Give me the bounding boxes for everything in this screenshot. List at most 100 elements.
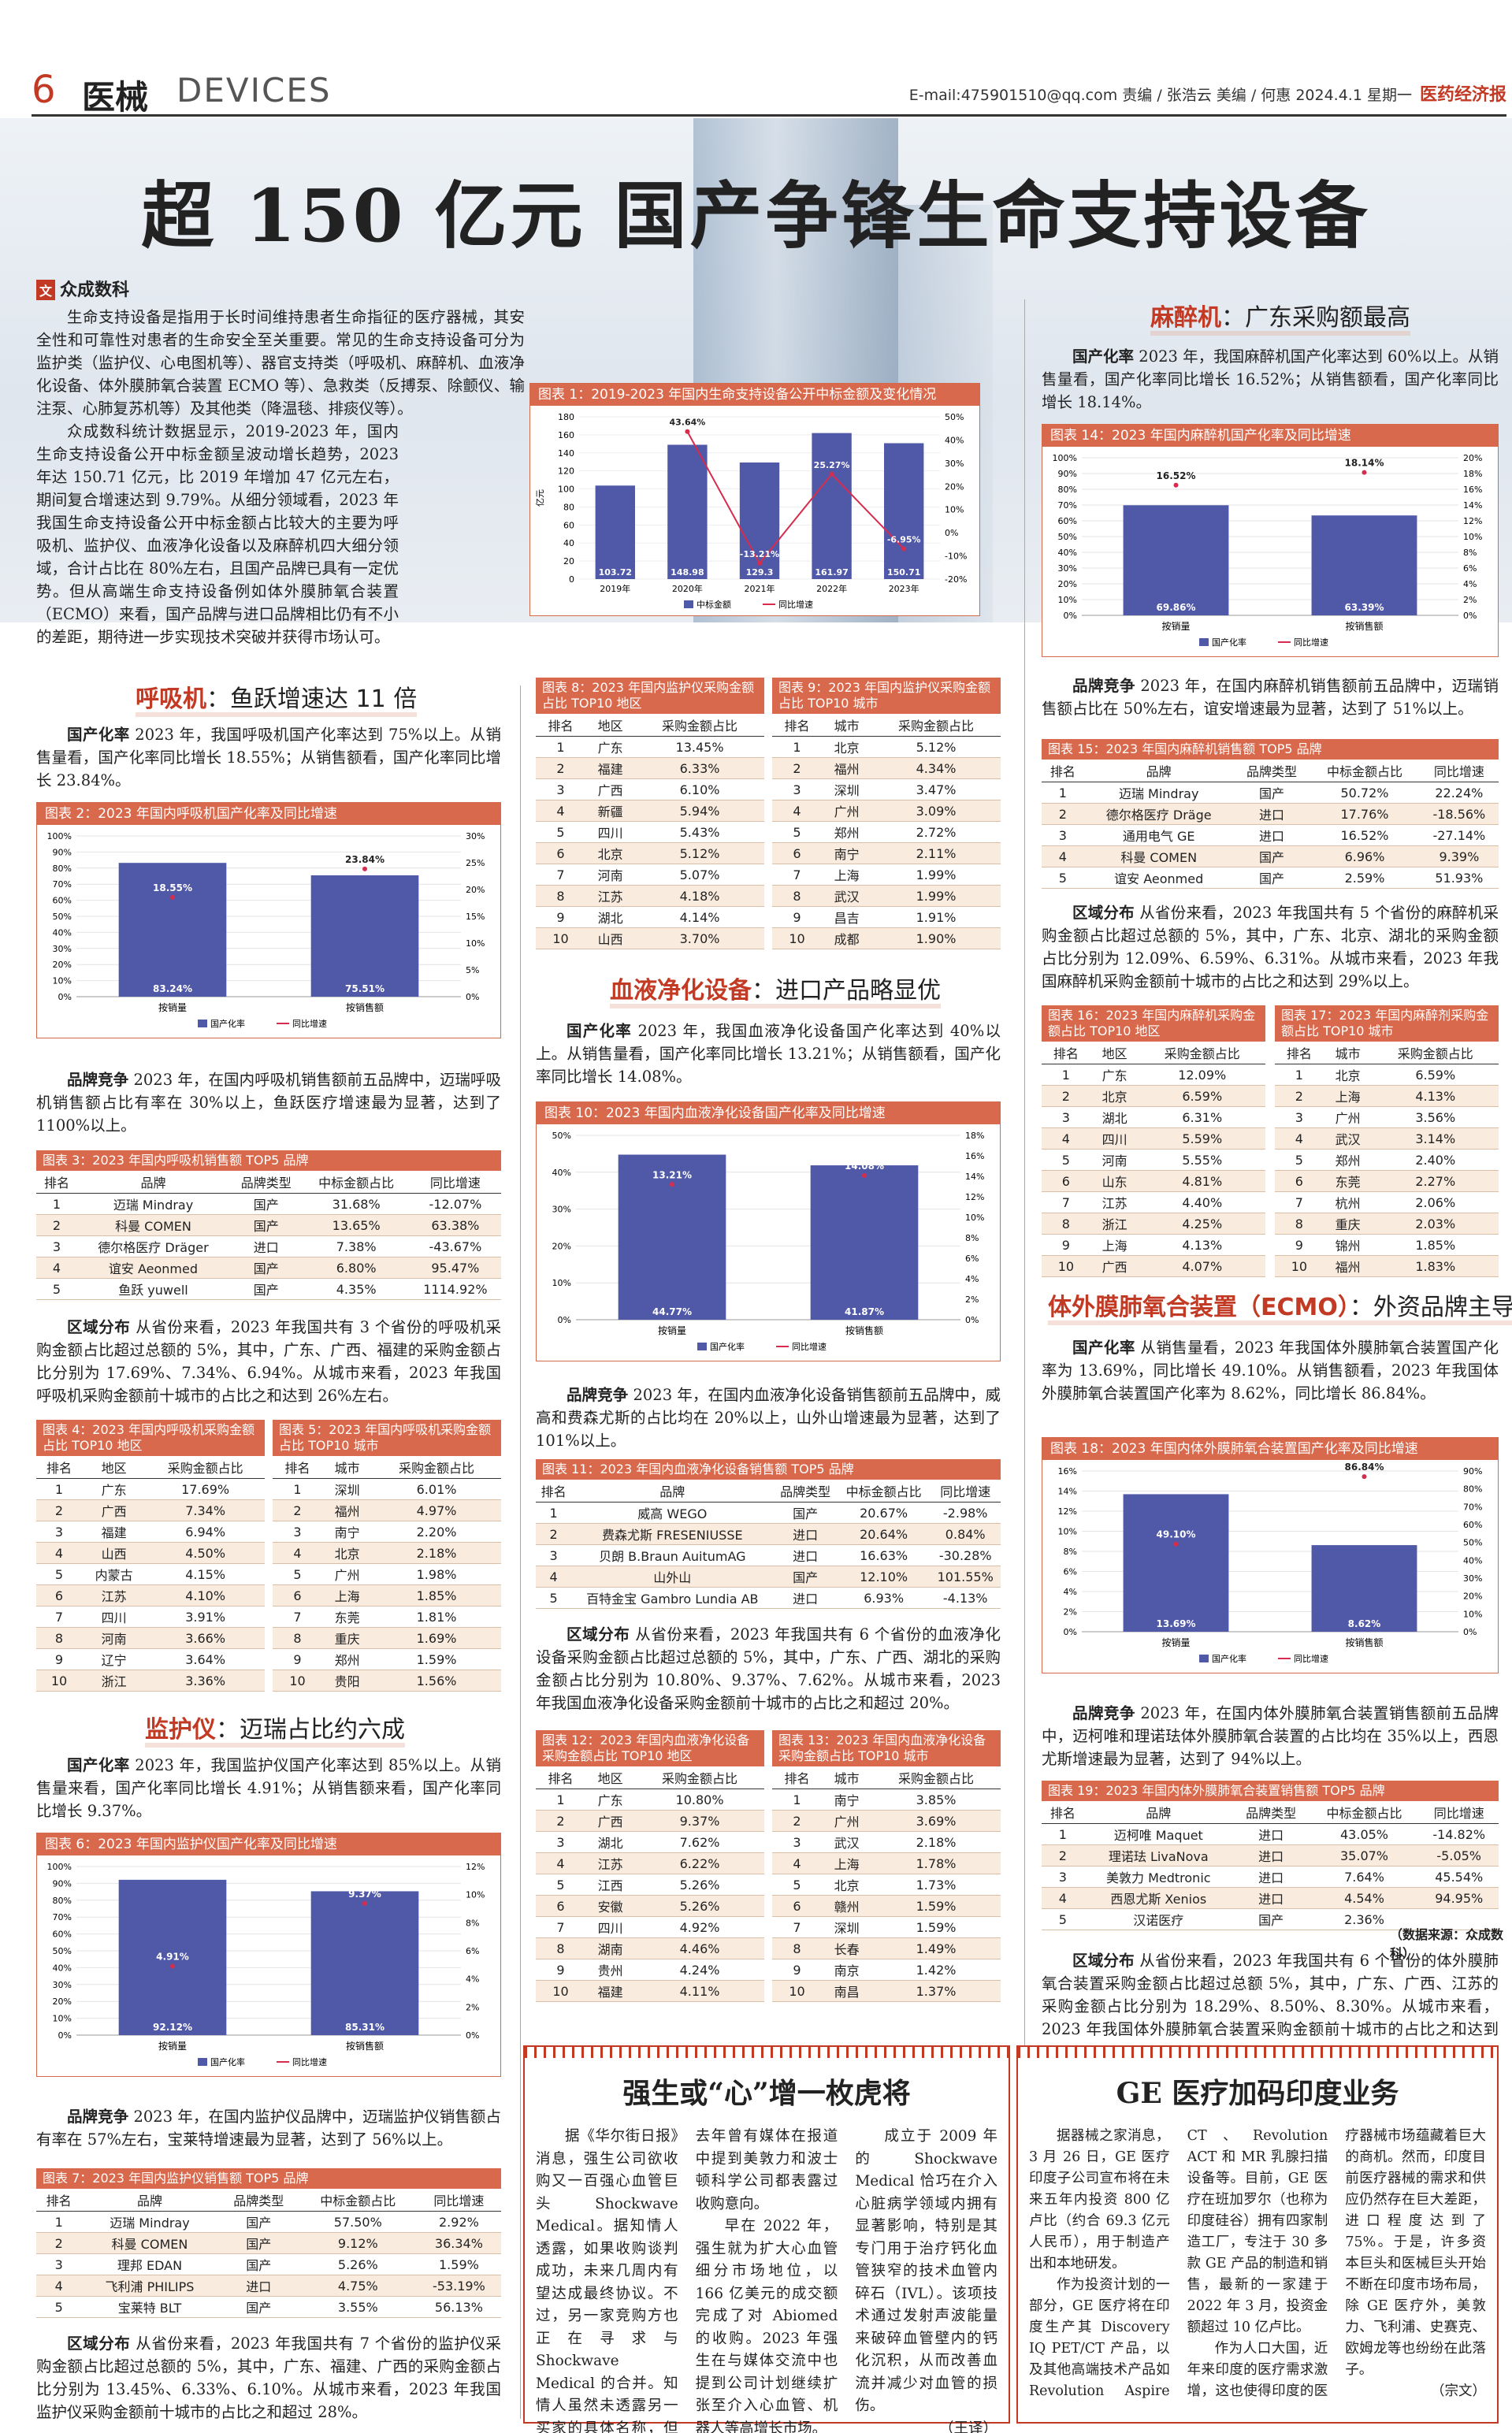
ecmo-p2: 品牌竞争 2023 年，在国内体外膜肺氧合装置销售额前五品牌中，迈柯唯和理诺珐体… xyxy=(1042,1702,1499,1770)
y2-tick-label: 4% xyxy=(1463,579,1477,589)
y2-tick-label: 60% xyxy=(1463,1520,1482,1530)
table-header-cell: 中标金额占比 xyxy=(1310,760,1420,782)
table-cell: 汉诺医疗 xyxy=(1133,1913,1184,1928)
growth-point xyxy=(1173,482,1179,488)
chart-2-svg: 0% 10% 20% 30% 40% 50% 60% 70% 80% 90% 100% 0% 5% 10%… xyxy=(47,831,485,1029)
table-row: 1 迈瑞 Mindray 国产 50.72% 22.24% xyxy=(1042,782,1499,804)
bar-value-label: 150.71 xyxy=(887,567,920,578)
y-tick-label: 100% xyxy=(47,1862,72,1872)
anes-p3: 区域分布 从省份来看，2023 年我国共有 5 个省份的麻醉机采购金额占比超过总… xyxy=(1042,901,1499,993)
anes-heading-sub: ：广东采购额最高 xyxy=(1221,304,1410,332)
table-cell: 理邦 EDAN xyxy=(117,2258,183,2273)
x-tick-label: 2022年 xyxy=(816,583,847,594)
blood-p1-lead: 国产化率 xyxy=(567,1022,632,1040)
table-cell: 7.34% xyxy=(185,1503,226,1518)
table-row: 1 广东 10.80% xyxy=(536,1789,764,1811)
legend-swatch-bar xyxy=(684,600,693,608)
table-cell: 8 xyxy=(293,1630,302,1646)
table-header-cell: 排名 xyxy=(36,1456,82,1479)
table-row: 2 上海 4.13% xyxy=(1275,1085,1499,1107)
table-header-cell: 排名 xyxy=(536,714,586,737)
ecmo-p3-lead: 区域分布 xyxy=(1072,1952,1135,1970)
x-tick-label: 按销售额 xyxy=(1345,1636,1383,1648)
table-cell: 3.36% xyxy=(185,1673,226,1688)
bar-value-label: 69.86% xyxy=(1157,602,1196,613)
y2-tick-label: 70% xyxy=(1463,1502,1482,1512)
table-header-cell: 品牌 xyxy=(1083,760,1234,782)
news-1-title: 强生或“心”增一枚虎将 xyxy=(622,2077,911,2110)
table-cell: 1.85% xyxy=(1415,1237,1456,1253)
table-cell: 郑州 xyxy=(834,826,860,841)
table-cell: 9.37% xyxy=(679,1813,720,1829)
table-header-cell: 采购金额占比 xyxy=(372,1456,501,1479)
table-row: 2 广州 3.69% xyxy=(772,1810,1001,1832)
news-box-ge: GE 医疗加码印度业务 据器械之家消息，3 月 26 日，GE 医疗印度子公司宣… xyxy=(1016,2045,1499,2424)
table-row: 9 昌吉 1.91% xyxy=(772,907,1001,928)
table-cell: 13.45% xyxy=(675,739,724,755)
x-tick-label: 2021年 xyxy=(745,583,775,594)
growth-point xyxy=(1173,1541,1179,1547)
table-cell: 赣州 xyxy=(834,1900,860,1915)
anes-p2: 品牌竞争 2023 年，在国内麻醉机销售额前五品牌中，迈瑞销售额占比在 50%左… xyxy=(1042,674,1499,720)
y-tick-label: 20% xyxy=(1058,579,1077,589)
table-row: 7 上海 1.99% xyxy=(772,864,1001,886)
table-cell: 北京 xyxy=(1335,1068,1361,1083)
table-cell: 57.50% xyxy=(333,2214,382,2230)
blood-heading-sub: ：进口产品略显优 xyxy=(752,977,941,1005)
y2-tick-label: 12% xyxy=(466,1862,485,1872)
table-cell: -27.14% xyxy=(1432,827,1486,843)
table-cell: 上海 xyxy=(1335,1090,1361,1105)
table-cell: 2 xyxy=(54,2235,63,2251)
table-cell: -43.67% xyxy=(429,1239,482,1254)
growth-point xyxy=(901,546,907,552)
table-row: 8 重庆 1.69% xyxy=(273,1627,501,1649)
y-tick-label: 0% xyxy=(58,2030,72,2041)
table-cell: 35.07% xyxy=(1340,1848,1389,1863)
table-cell: 百特金宝 Gambro Lundia AB xyxy=(586,1592,759,1607)
table-cell: 0.84% xyxy=(945,1526,986,1542)
table-row: 4 西恩尤斯 Xenios 进口 4.54% 94.95% xyxy=(1042,1887,1499,1909)
table-cell: 广东 xyxy=(597,1793,623,1808)
table-header-cell: 中标金额占比 xyxy=(1309,1801,1420,1824)
table-cell: 科曼 COMEN xyxy=(115,1219,191,1234)
table-cell: 南京 xyxy=(834,1963,860,1978)
y-tick-label: 60% xyxy=(1058,516,1077,526)
growth-point xyxy=(1362,1474,1367,1480)
y-tick-label: 0 xyxy=(569,574,574,585)
table-cell: 3 xyxy=(556,782,565,797)
anes-p1-body: 2023 年，我国麻醉机国产化率达到 60%以上。从销售量看，国产化率同比增长 … xyxy=(1042,347,1499,411)
bar-value-label: 63.39% xyxy=(1345,602,1384,613)
legend-swatch-bar xyxy=(198,2058,207,2066)
news-2-body: 据器械之家消息，3 月 26 日，GE 医疗印度子公司宣布将在未来五年内投资 8… xyxy=(1029,2126,1486,2402)
y-tick-label: 80% xyxy=(1058,485,1077,495)
table-header-cell: 采购金额占比 xyxy=(871,1766,1001,1789)
resp-p2-lead: 品牌竞争 xyxy=(67,1071,129,1089)
table-cell: 6.93% xyxy=(864,1590,905,1606)
mon-heading: 监护仪：迈瑞占比约六成 xyxy=(145,1710,405,1748)
table-row: 6 江苏 4.10% xyxy=(36,1584,265,1607)
y-tick-label: 0% xyxy=(558,1315,571,1325)
table-row: 2 福建 6.33% xyxy=(536,757,764,779)
table-cell: 4.50% xyxy=(185,1545,226,1561)
table-cell: 4.13% xyxy=(1182,1237,1223,1253)
table-cell: 2 xyxy=(549,1526,558,1542)
table-cell: 江西 xyxy=(597,1878,623,1893)
table-cell: 谊安 Aeonmed xyxy=(108,1261,199,1276)
table-cell: 2.20% xyxy=(416,1524,457,1540)
table-cell: 43.05% xyxy=(1340,1826,1389,1842)
table-cell: 广州 xyxy=(834,804,860,819)
table-cell: 6.96% xyxy=(1344,849,1385,864)
table-row: 6 安徽 5.26% xyxy=(536,1895,764,1917)
y-tick-label: 10% xyxy=(53,2014,72,2024)
table-header-cell: 采购金额占比 xyxy=(871,714,1001,737)
main-headline: 超 150 亿元 国产争锋生命支持设备 xyxy=(141,173,1371,258)
blood-p3-body: 从省份来看，2023 年我国共有 6 个省份的血液净化设备采购金额占比超过总额的… xyxy=(536,1625,1001,1712)
growth-value-label: -13.21% xyxy=(740,549,779,559)
table-row: 4 山西 4.50% xyxy=(36,1542,265,1564)
table-cell: 4.46% xyxy=(679,1941,720,1956)
growth-line xyxy=(686,431,905,565)
table-cell: 9 xyxy=(1061,1237,1070,1253)
table-cell: 1.99% xyxy=(916,867,957,882)
table-cell: 6 xyxy=(293,1588,302,1603)
table-cell: 广西 xyxy=(1101,1260,1127,1275)
